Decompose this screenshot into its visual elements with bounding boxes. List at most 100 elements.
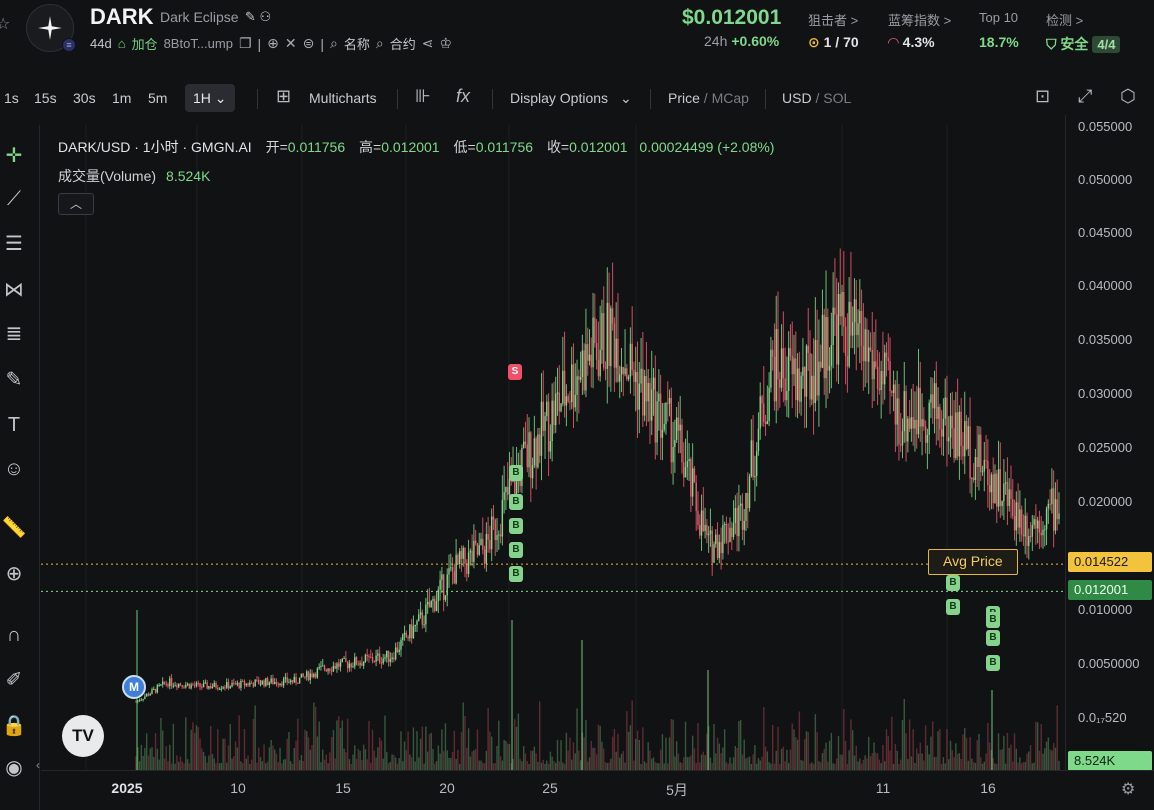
x-twitter-icon[interactable]: ✕ [284, 35, 297, 51]
display-options-dropdown[interactable]: Display Options ⌄ [510, 90, 632, 107]
candle-body [170, 678, 173, 686]
candlestick-type-icon[interactable]: ⊪ [415, 86, 431, 106]
snipers-stat[interactable]: 狙击者 > ⊙ 1 / 70 [808, 10, 859, 50]
candle-body [370, 656, 372, 658]
volume-bar [599, 725, 601, 770]
axis-settings-gear-icon[interactable]: ⚙ [1121, 781, 1136, 798]
mcap-option[interactable]: MCap [711, 90, 749, 106]
candle-body [681, 424, 683, 463]
top10-stat[interactable]: Top 10 18.7% [979, 10, 1019, 50]
telegram-icon[interactable]: ⊜ [302, 35, 315, 51]
candle-body [997, 469, 1000, 507]
trend-line-icon[interactable]: ⟋ [7, 187, 21, 210]
house-icon: ⌂ [117, 36, 126, 51]
magnet-icon[interactable]: ∩ [6, 623, 22, 646]
crown-icon[interactable]: ♔ [439, 35, 453, 51]
interval-1s[interactable]: 1s [4, 90, 19, 106]
zoom-in-icon[interactable]: ⊕ [5, 562, 23, 585]
sell-marker[interactable]: S [508, 364, 522, 380]
favorite-star-icon[interactable]: ☆ [0, 16, 11, 33]
volume-bar [348, 759, 351, 770]
volume-bar [249, 763, 251, 770]
candle-body [983, 460, 986, 472]
buy-marker[interactable]: B [946, 575, 960, 591]
interval-selected-dropdown[interactable]: 1H ⌄ [185, 84, 235, 112]
brush-icon[interactable]: ✎ [5, 368, 23, 391]
interval-15s[interactable]: 15s [34, 90, 57, 106]
buy-marker[interactable]: B [986, 630, 1000, 646]
migration-marker[interactable]: M [122, 675, 146, 699]
eye-icon[interactable]: ◉ [5, 756, 23, 779]
ruler-icon[interactable]: 📏 [1, 516, 27, 539]
candle-body [768, 387, 770, 422]
lock-drawing-icon[interactable]: ✐ [5, 668, 23, 691]
volume-bar [844, 740, 847, 770]
volume-bar [939, 729, 941, 770]
buy-marker[interactable]: B [946, 599, 960, 615]
buy-marker[interactable]: B [509, 518, 523, 534]
search-icon[interactable]: ⌕ [330, 35, 338, 51]
globe-icon[interactable]: ⊕ [267, 35, 279, 51]
emoji-icon[interactable]: ☺ [3, 457, 25, 480]
sol-option[interactable]: SOL [823, 90, 852, 106]
buy-marker[interactable]: B [986, 655, 1000, 671]
candle-body [944, 397, 946, 419]
fib-retracement-icon[interactable]: ≣ [5, 322, 23, 345]
camera-icon[interactable]: ⊡ [1035, 86, 1051, 106]
multicharts-button[interactable]: Multicharts [309, 90, 377, 106]
search-by-contract-link[interactable]: 合约 [389, 37, 416, 52]
volume-bar [835, 758, 838, 770]
y-tick: 0.050000 [1078, 172, 1133, 187]
share-icon[interactable]: ⋖ [421, 35, 434, 51]
interval-30s[interactable]: 30s [73, 90, 96, 106]
candle-body [898, 398, 900, 445]
time-axis[interactable]: 2025 10 15 20 25 5月 11 16 ⚙ [41, 770, 1154, 810]
volume-bar [1024, 762, 1026, 770]
indicators-fx-icon[interactable]: fx [456, 86, 471, 106]
chevron-left-icon[interactable]: ‹ [36, 758, 40, 772]
volume-bar [828, 740, 831, 770]
volume-bar [771, 724, 774, 770]
search-icon[interactable]: ⌕ [375, 35, 384, 51]
volume-bar [185, 717, 187, 770]
buy-marker[interactable]: B [509, 494, 523, 510]
horizontal-lines-icon[interactable]: ☰ [5, 232, 23, 255]
security-check-stat[interactable]: 检测 > ⛉ 安全 4/4 [1046, 10, 1121, 53]
price-mcap-toggle[interactable]: Price / MCap [668, 90, 749, 106]
interval-5m[interactable]: 5m [148, 90, 168, 106]
search-by-name-link[interactable]: 名称 [343, 37, 370, 52]
interval-1m[interactable]: 1m [112, 90, 132, 106]
buy-marker[interactable]: B [509, 542, 523, 558]
usd-option[interactable]: USD [782, 90, 812, 106]
add-position-link[interactable]: 加仓 [131, 37, 158, 52]
price-option[interactable]: Price [668, 90, 700, 106]
candle-body [348, 663, 351, 669]
candle-body [782, 348, 785, 379]
collapse-legend-button[interactable]: ︿ [58, 193, 94, 215]
volume-bar [916, 748, 918, 770]
text-icon[interactable]: T [7, 413, 21, 436]
volume-bar [515, 726, 518, 770]
tradingview-logo[interactable]: TV [62, 715, 104, 757]
price-axis[interactable]: 0.055000 0.050000 0.045000 0.040000 0.03… [1065, 115, 1154, 771]
lock-icon[interactable]: 🔒 [1, 714, 27, 737]
chart-canvas[interactable] [41, 125, 1065, 770]
volume-bar [423, 763, 425, 770]
volume-bar [480, 760, 482, 770]
volume-bar [492, 763, 495, 770]
copy-icon[interactable]: ❐ [238, 35, 252, 51]
candle-body [485, 534, 488, 564]
crosshair-icon[interactable]: ✛ [5, 144, 23, 167]
buy-marker[interactable]: B [509, 566, 523, 582]
settings-hexagon-icon[interactable]: ⬡ [1120, 86, 1136, 106]
buy-marker[interactable]: B [986, 612, 1000, 628]
buy-marker[interactable]: B [509, 465, 523, 481]
fullscreen-icon[interactable]: ⤢ [1078, 86, 1093, 106]
add-chart-icon[interactable]: ⊞ [276, 86, 292, 106]
volume-bar [352, 754, 354, 770]
currency-toggle[interactable]: USD / SOL [782, 90, 852, 106]
bluechip-stat[interactable]: 蓝筹指数 > ◠ 4.3% [888, 10, 951, 50]
price-chart[interactable] [41, 125, 1065, 770]
pattern-icon[interactable]: ⋈ [4, 278, 24, 301]
candle-body [739, 503, 742, 506]
